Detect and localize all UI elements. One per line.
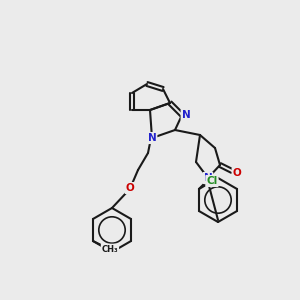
Text: O: O — [126, 183, 134, 193]
Text: CH₃: CH₃ — [102, 244, 118, 253]
Text: N: N — [182, 110, 190, 120]
Text: O: O — [232, 168, 242, 178]
Text: Cl: Cl — [206, 176, 218, 186]
Text: N: N — [148, 133, 156, 143]
Text: N: N — [204, 173, 212, 183]
